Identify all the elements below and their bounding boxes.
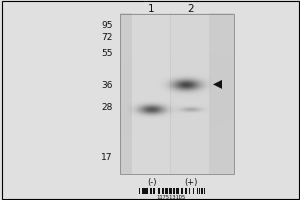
Bar — [190, 188, 191, 194]
Polygon shape — [213, 80, 222, 89]
Bar — [176, 188, 177, 194]
Text: 72: 72 — [101, 32, 112, 42]
Bar — [177, 188, 178, 194]
Text: (-): (-) — [147, 178, 156, 188]
Bar — [170, 188, 172, 194]
Bar — [201, 188, 203, 194]
Bar — [120, 14, 234, 174]
Bar — [132, 14, 171, 174]
Text: 1: 1 — [148, 4, 155, 14]
Bar — [178, 188, 179, 194]
Bar — [146, 188, 147, 194]
Bar — [193, 188, 194, 194]
Bar — [158, 188, 160, 194]
Bar — [199, 188, 200, 194]
Bar — [195, 188, 196, 194]
Bar — [204, 188, 205, 194]
Bar — [153, 188, 154, 194]
Text: 95: 95 — [101, 21, 112, 29]
Bar — [185, 188, 186, 194]
Bar — [181, 188, 182, 194]
Text: 17: 17 — [101, 152, 112, 162]
Bar — [147, 188, 148, 194]
Bar — [162, 188, 164, 194]
Bar — [155, 188, 156, 194]
Bar — [150, 188, 151, 194]
Bar — [165, 188, 166, 194]
Bar — [174, 188, 175, 194]
Bar — [145, 188, 146, 194]
Bar — [139, 188, 140, 194]
Text: 1175131D5: 1175131D5 — [156, 195, 186, 200]
Text: 55: 55 — [101, 48, 112, 58]
Bar — [187, 188, 188, 194]
Bar — [166, 188, 168, 194]
Bar — [143, 188, 145, 194]
Bar — [169, 188, 170, 194]
Bar — [120, 14, 234, 174]
Text: (+): (+) — [184, 178, 197, 188]
Bar — [154, 188, 155, 194]
Bar — [197, 188, 198, 194]
Bar — [182, 188, 183, 194]
Text: 2: 2 — [187, 4, 194, 14]
Text: 36: 36 — [101, 81, 112, 90]
Text: 28: 28 — [101, 104, 112, 112]
Bar — [189, 188, 190, 194]
Bar — [173, 188, 174, 194]
Bar — [142, 188, 143, 194]
Bar — [171, 14, 210, 174]
